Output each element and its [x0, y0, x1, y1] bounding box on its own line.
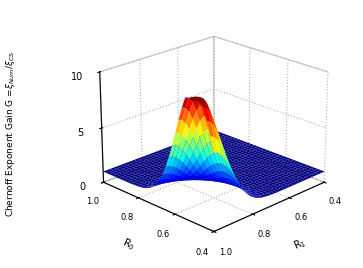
- Y-axis label: R$_0$: R$_0$: [120, 235, 137, 253]
- X-axis label: R$_1$: R$_1$: [291, 235, 308, 253]
- Text: Chernoff Exponent Gain G =$\xi_{Num}/\xi_{CS}$: Chernoff Exponent Gain G =$\xi_{Num}/\xi…: [4, 51, 17, 217]
